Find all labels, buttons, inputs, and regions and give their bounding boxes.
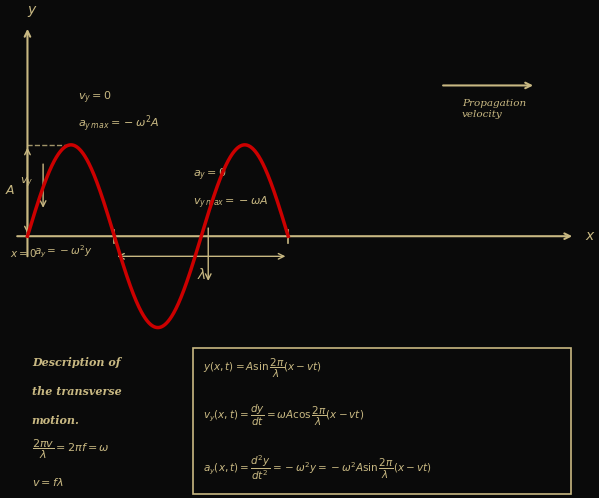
Text: Description of: Description of xyxy=(32,357,120,368)
Text: $v_y = 0$: $v_y = 0$ xyxy=(78,90,111,107)
Bar xyxy=(193,348,571,494)
Text: $y(x,t) = A\sin\dfrac{2\pi}{\lambda}(x - vt)$: $y(x,t) = A\sin\dfrac{2\pi}{\lambda}(x -… xyxy=(203,357,322,380)
Text: $v = f\lambda$: $v = f\lambda$ xyxy=(32,476,63,488)
Text: Propagation
velocity: Propagation velocity xyxy=(462,99,526,119)
Text: $v_{y\,max} = -\omega A$: $v_{y\,max} = -\omega A$ xyxy=(193,194,268,211)
Text: $a_y = -\omega^2 y$: $a_y = -\omega^2 y$ xyxy=(34,244,93,260)
Text: $v_y$: $v_y$ xyxy=(20,176,34,190)
Text: motion.: motion. xyxy=(32,415,80,426)
Text: $\lambda$: $\lambda$ xyxy=(196,267,206,282)
Text: the transverse: the transverse xyxy=(32,386,122,397)
Text: $y$: $y$ xyxy=(28,4,38,19)
Text: $a_y(x,t) = \dfrac{d^2y}{dt^2} = -\omega^2 y = -\omega^2 A\sin\dfrac{2\pi}{\lamb: $a_y(x,t) = \dfrac{d^2y}{dt^2} = -\omega… xyxy=(203,453,431,482)
Text: $x=0$: $x=0$ xyxy=(10,247,37,259)
Text: $\dfrac{2\pi v}{\lambda} = 2\pi f = \omega$: $\dfrac{2\pi v}{\lambda} = 2\pi f = \ome… xyxy=(32,437,110,461)
Text: $x$: $x$ xyxy=(585,229,596,243)
Text: $a_{y\,max} = -\omega^2 A$: $a_{y\,max} = -\omega^2 A$ xyxy=(78,113,159,134)
Text: $v_y(x,t) = \dfrac{dy}{dt} = \omega A\cos\dfrac{2\pi}{\lambda}(x - vt)$: $v_y(x,t) = \dfrac{dy}{dt} = \omega A\co… xyxy=(203,402,364,428)
Text: $a_y = 0$: $a_y = 0$ xyxy=(193,167,226,183)
Text: $A$: $A$ xyxy=(5,184,16,197)
